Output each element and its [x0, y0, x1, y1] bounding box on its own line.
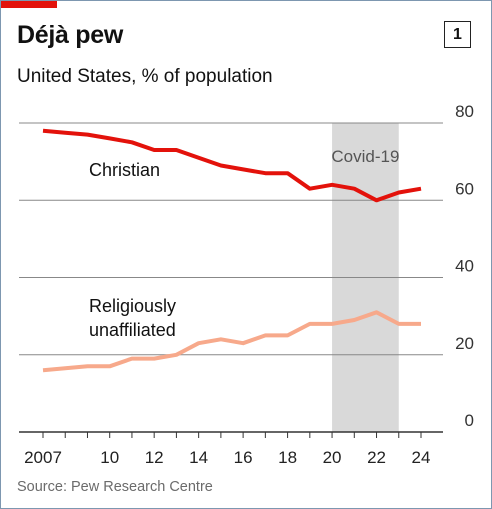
x-tick-label: 18 [278, 448, 297, 467]
line-chart: Covid-19 0 20 40 60 80 2007 10 12 14 16 18 20 22 24 Chr… [19, 102, 474, 467]
unaffiliated-series-label: Religiously [89, 296, 176, 316]
christian-line [42, 128, 422, 203]
x-tick-label: 20 [323, 448, 342, 467]
x-tick-label: 14 [189, 448, 208, 467]
chart-subtitle: United States, % of population [17, 66, 273, 87]
brand-bar [1, 1, 57, 8]
y-tick-label: 40 [455, 257, 474, 276]
y-tick-label: 0 [465, 411, 474, 430]
y-tick-label: 80 [455, 102, 474, 121]
y-tick-label: 20 [455, 334, 474, 353]
source-note: Source: Pew Research Centre [17, 479, 213, 495]
christian-series-label: Christian [89, 160, 160, 180]
x-tick-label: 16 [234, 448, 253, 467]
chart-number-badge: 1 [444, 21, 471, 48]
x-tick-label: 12 [145, 448, 164, 467]
unaffiliated-series-label: unaffiliated [89, 320, 176, 340]
x-tick-label: 22 [367, 448, 386, 467]
x-tick-label: 2007 [24, 448, 62, 467]
x-tick-label: 10 [100, 448, 119, 467]
chart-title: Déjà pew [17, 21, 123, 49]
y-tick-label: 60 [455, 179, 474, 198]
unaffiliated-line [42, 310, 421, 373]
x-tick-label: 24 [412, 448, 431, 467]
covid-band-label: Covid-19 [331, 147, 399, 166]
